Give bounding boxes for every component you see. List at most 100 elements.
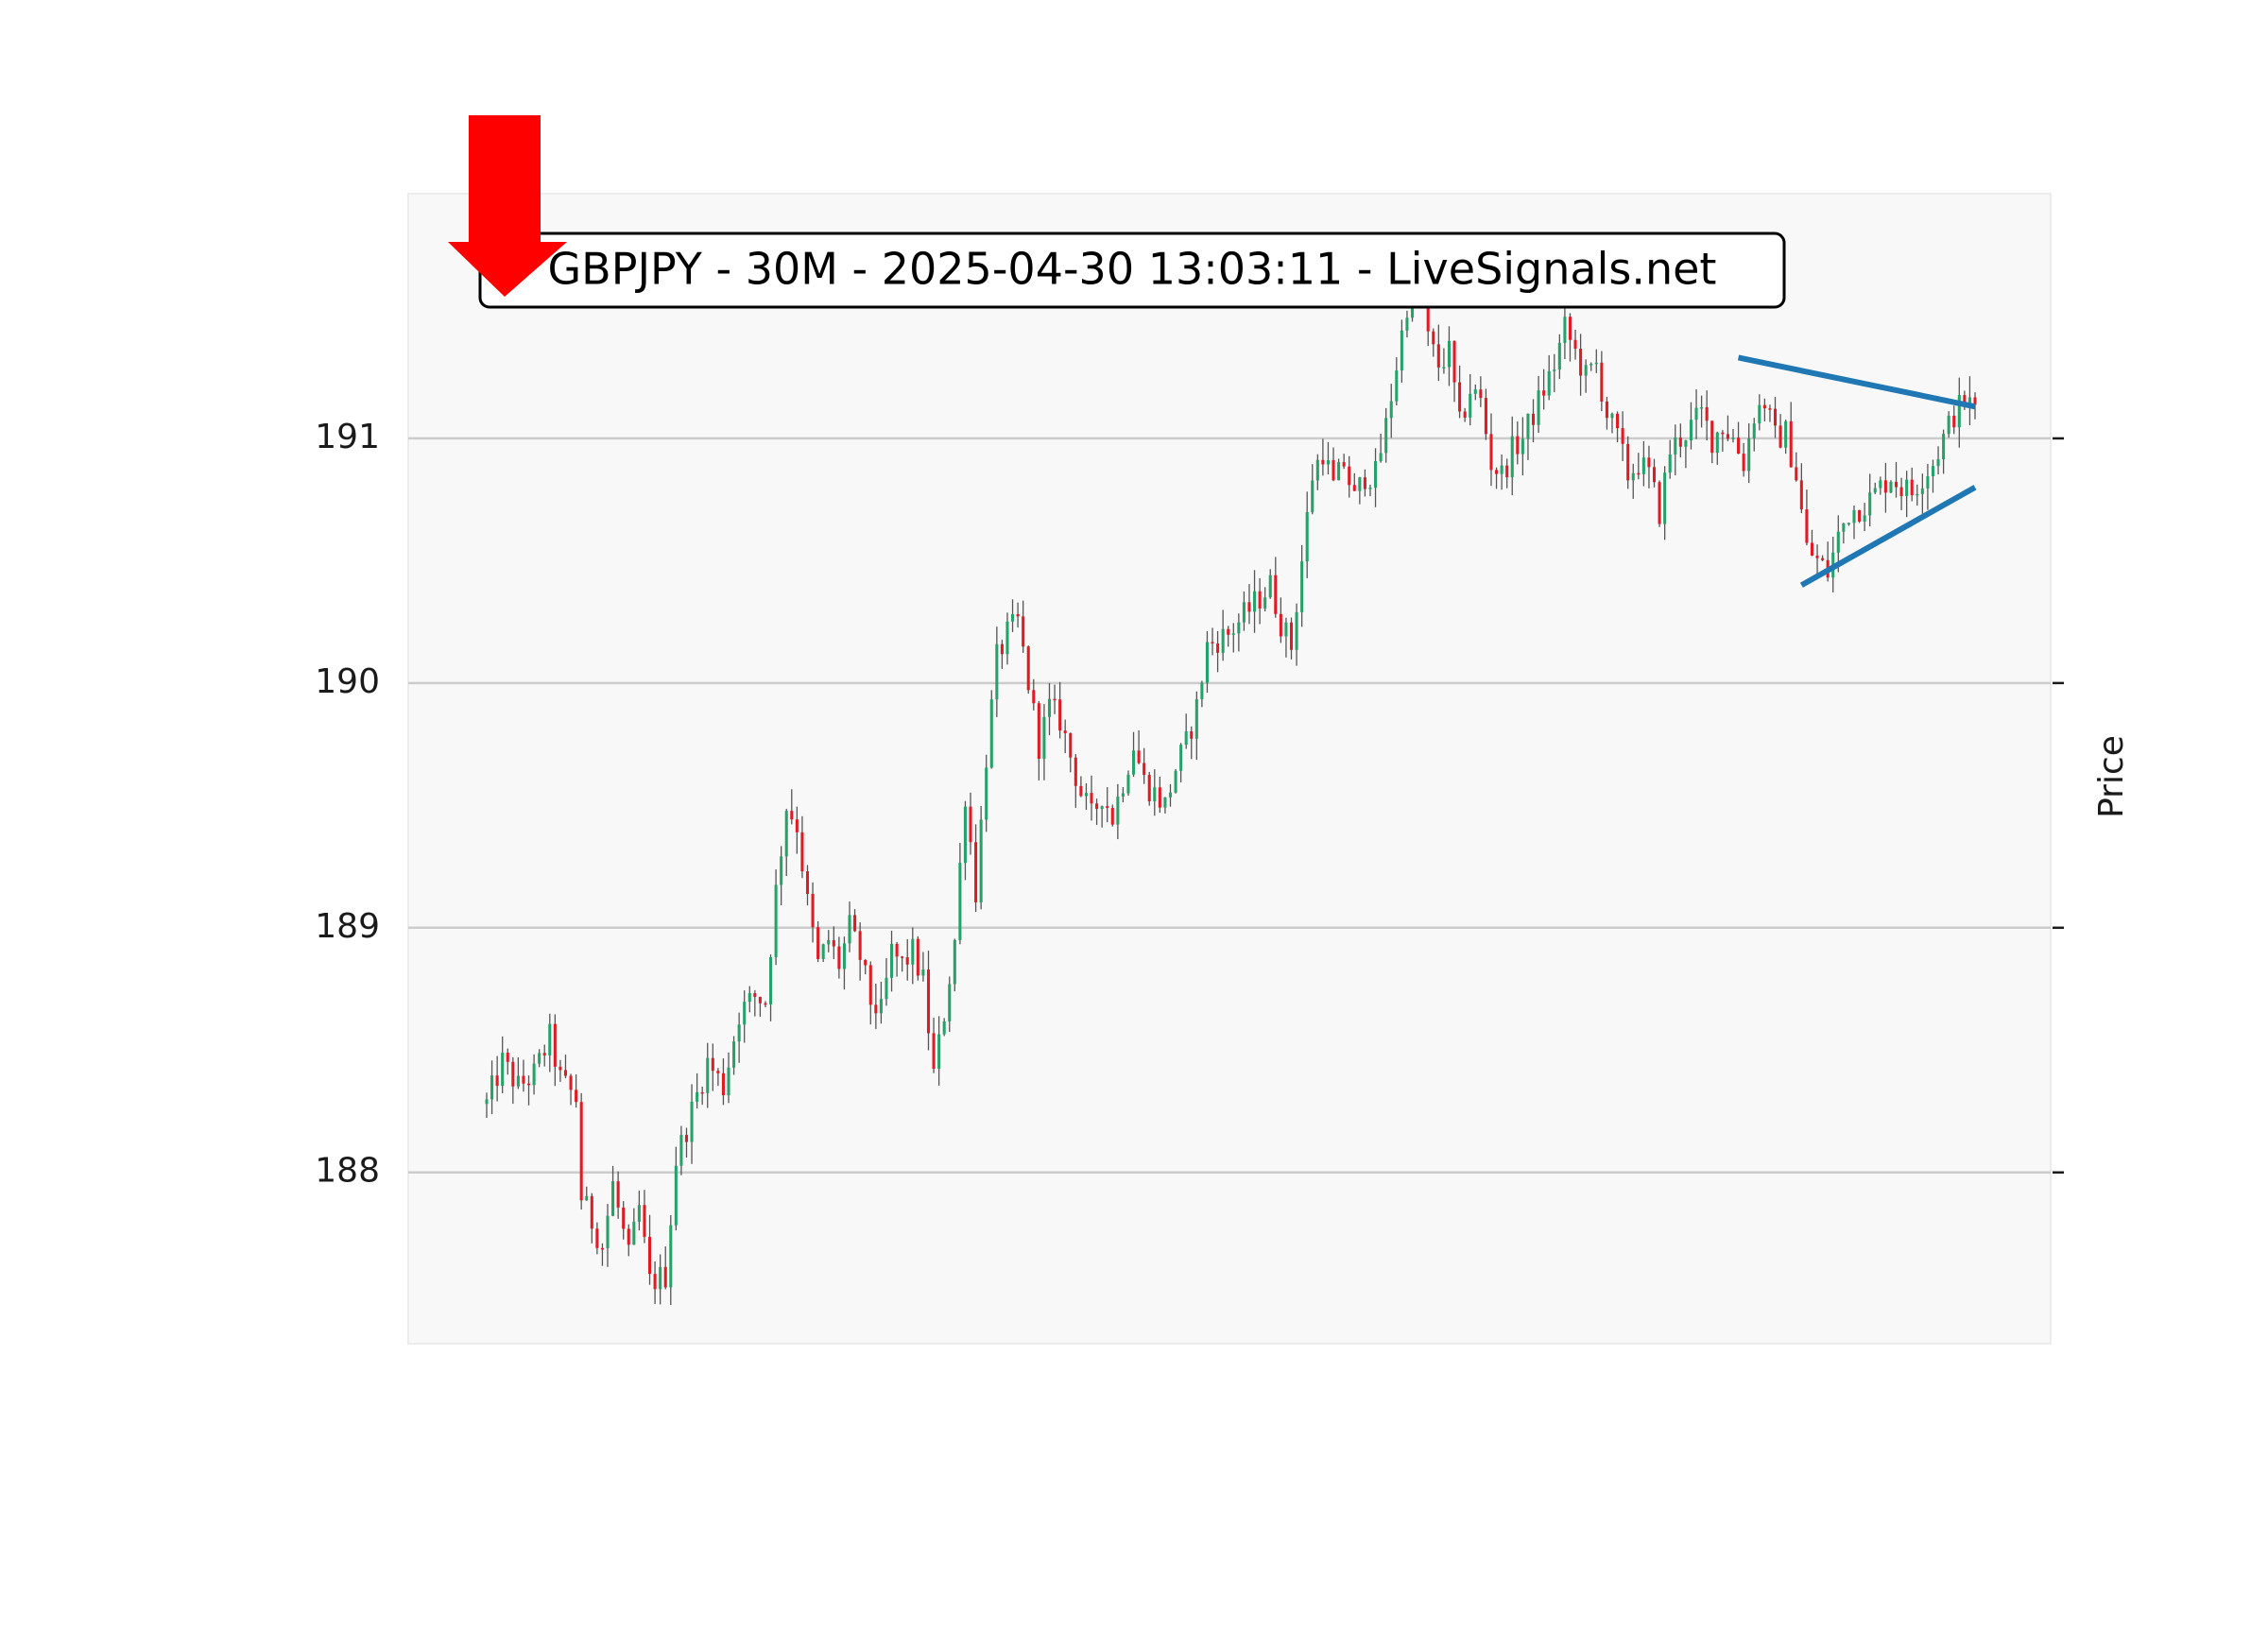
candle-body xyxy=(1899,487,1903,497)
candle-body xyxy=(989,699,993,768)
candle-body xyxy=(1147,775,1151,802)
candle xyxy=(1668,439,1672,479)
candle-body xyxy=(1605,401,1608,419)
candle-body xyxy=(669,1225,673,1288)
candle-body xyxy=(1647,457,1651,468)
candle xyxy=(1568,313,1572,362)
candle-body xyxy=(532,1063,536,1086)
candle-body xyxy=(1268,575,1272,598)
candle xyxy=(780,846,783,905)
candle-body xyxy=(1163,797,1167,808)
candle-body xyxy=(1568,317,1572,340)
candle-body xyxy=(1063,730,1067,733)
candle-body xyxy=(784,811,788,857)
candle-body xyxy=(1663,472,1667,524)
candle xyxy=(811,882,815,943)
candle-body xyxy=(1311,480,1314,512)
candle xyxy=(753,989,757,1017)
candle xyxy=(1074,754,1077,808)
candle xyxy=(1274,557,1278,618)
candle-body xyxy=(901,956,904,958)
candlesticks xyxy=(485,247,1977,1306)
candle xyxy=(1022,600,1025,653)
candle-body xyxy=(1352,485,1356,491)
candle xyxy=(1641,441,1645,487)
candle xyxy=(495,1055,499,1102)
candle-body xyxy=(526,1083,531,1086)
candle-body xyxy=(1626,443,1630,481)
candle xyxy=(1284,617,1288,658)
candle xyxy=(637,1191,641,1231)
candle xyxy=(747,986,751,1013)
candle-body xyxy=(842,943,846,969)
candle xyxy=(989,690,993,769)
candle-body xyxy=(732,1041,736,1068)
candle xyxy=(758,996,762,1017)
candle xyxy=(1784,420,1788,455)
candle-body xyxy=(516,1075,520,1087)
candle-body xyxy=(1700,406,1704,409)
candle xyxy=(1652,458,1657,488)
candle-body xyxy=(1531,413,1536,425)
candle-body xyxy=(1058,699,1062,731)
chart-title: GBPJPY - 30M - 2025-04-30 13:03:11 - Liv… xyxy=(548,244,1717,295)
candle-body xyxy=(985,767,988,820)
candle-body xyxy=(1095,803,1099,810)
y-tick-label: 189 xyxy=(315,907,380,946)
candle xyxy=(958,843,962,945)
candle xyxy=(800,815,804,879)
candle xyxy=(1626,436,1630,489)
candle xyxy=(1758,394,1761,431)
candle xyxy=(1768,404,1772,422)
candle xyxy=(1026,645,1030,695)
candle-body xyxy=(674,1165,678,1226)
candle-body xyxy=(1778,425,1782,448)
candle-body xyxy=(1179,745,1183,771)
candle-body xyxy=(1631,472,1635,481)
candle-body xyxy=(663,1266,667,1288)
candle xyxy=(1342,454,1346,470)
candle-body xyxy=(937,1034,941,1070)
candle-body xyxy=(1521,438,1524,455)
candle-body xyxy=(963,806,967,864)
candle-body xyxy=(879,999,883,1014)
candle-body xyxy=(511,1061,515,1087)
candle xyxy=(1395,357,1399,405)
candle-body xyxy=(1426,300,1430,332)
candle xyxy=(1005,612,1009,665)
candle xyxy=(1605,397,1608,430)
candle xyxy=(1705,390,1709,441)
candle-body xyxy=(1547,370,1551,396)
candle xyxy=(1521,417,1524,476)
candle xyxy=(1710,420,1714,464)
candle xyxy=(1647,445,1651,489)
candle-body xyxy=(1616,413,1620,429)
candle-body xyxy=(1784,420,1788,448)
candle-body xyxy=(1137,750,1141,764)
candle-body xyxy=(1526,413,1530,439)
candle-body xyxy=(1910,479,1914,496)
candle xyxy=(953,938,956,992)
candle-body xyxy=(1863,515,1866,522)
candle xyxy=(706,1042,710,1108)
candle xyxy=(1253,570,1257,633)
candle-body xyxy=(1110,808,1114,825)
candle-body xyxy=(506,1053,509,1062)
candle xyxy=(1321,438,1325,476)
candle-body xyxy=(1589,363,1593,366)
candle-body xyxy=(974,842,978,902)
candle xyxy=(1526,413,1530,460)
candle xyxy=(575,1074,578,1108)
candle xyxy=(1158,777,1161,814)
candle-body xyxy=(1957,395,1961,428)
candle xyxy=(585,1186,589,1201)
candle xyxy=(1473,384,1477,401)
candle-body xyxy=(1594,362,1598,365)
candle xyxy=(963,800,967,881)
candle-body xyxy=(858,931,862,960)
candle xyxy=(911,927,915,985)
candle xyxy=(1700,395,1704,428)
candle-body xyxy=(1747,438,1751,472)
candle xyxy=(1016,602,1020,628)
candle-body xyxy=(1205,642,1209,683)
